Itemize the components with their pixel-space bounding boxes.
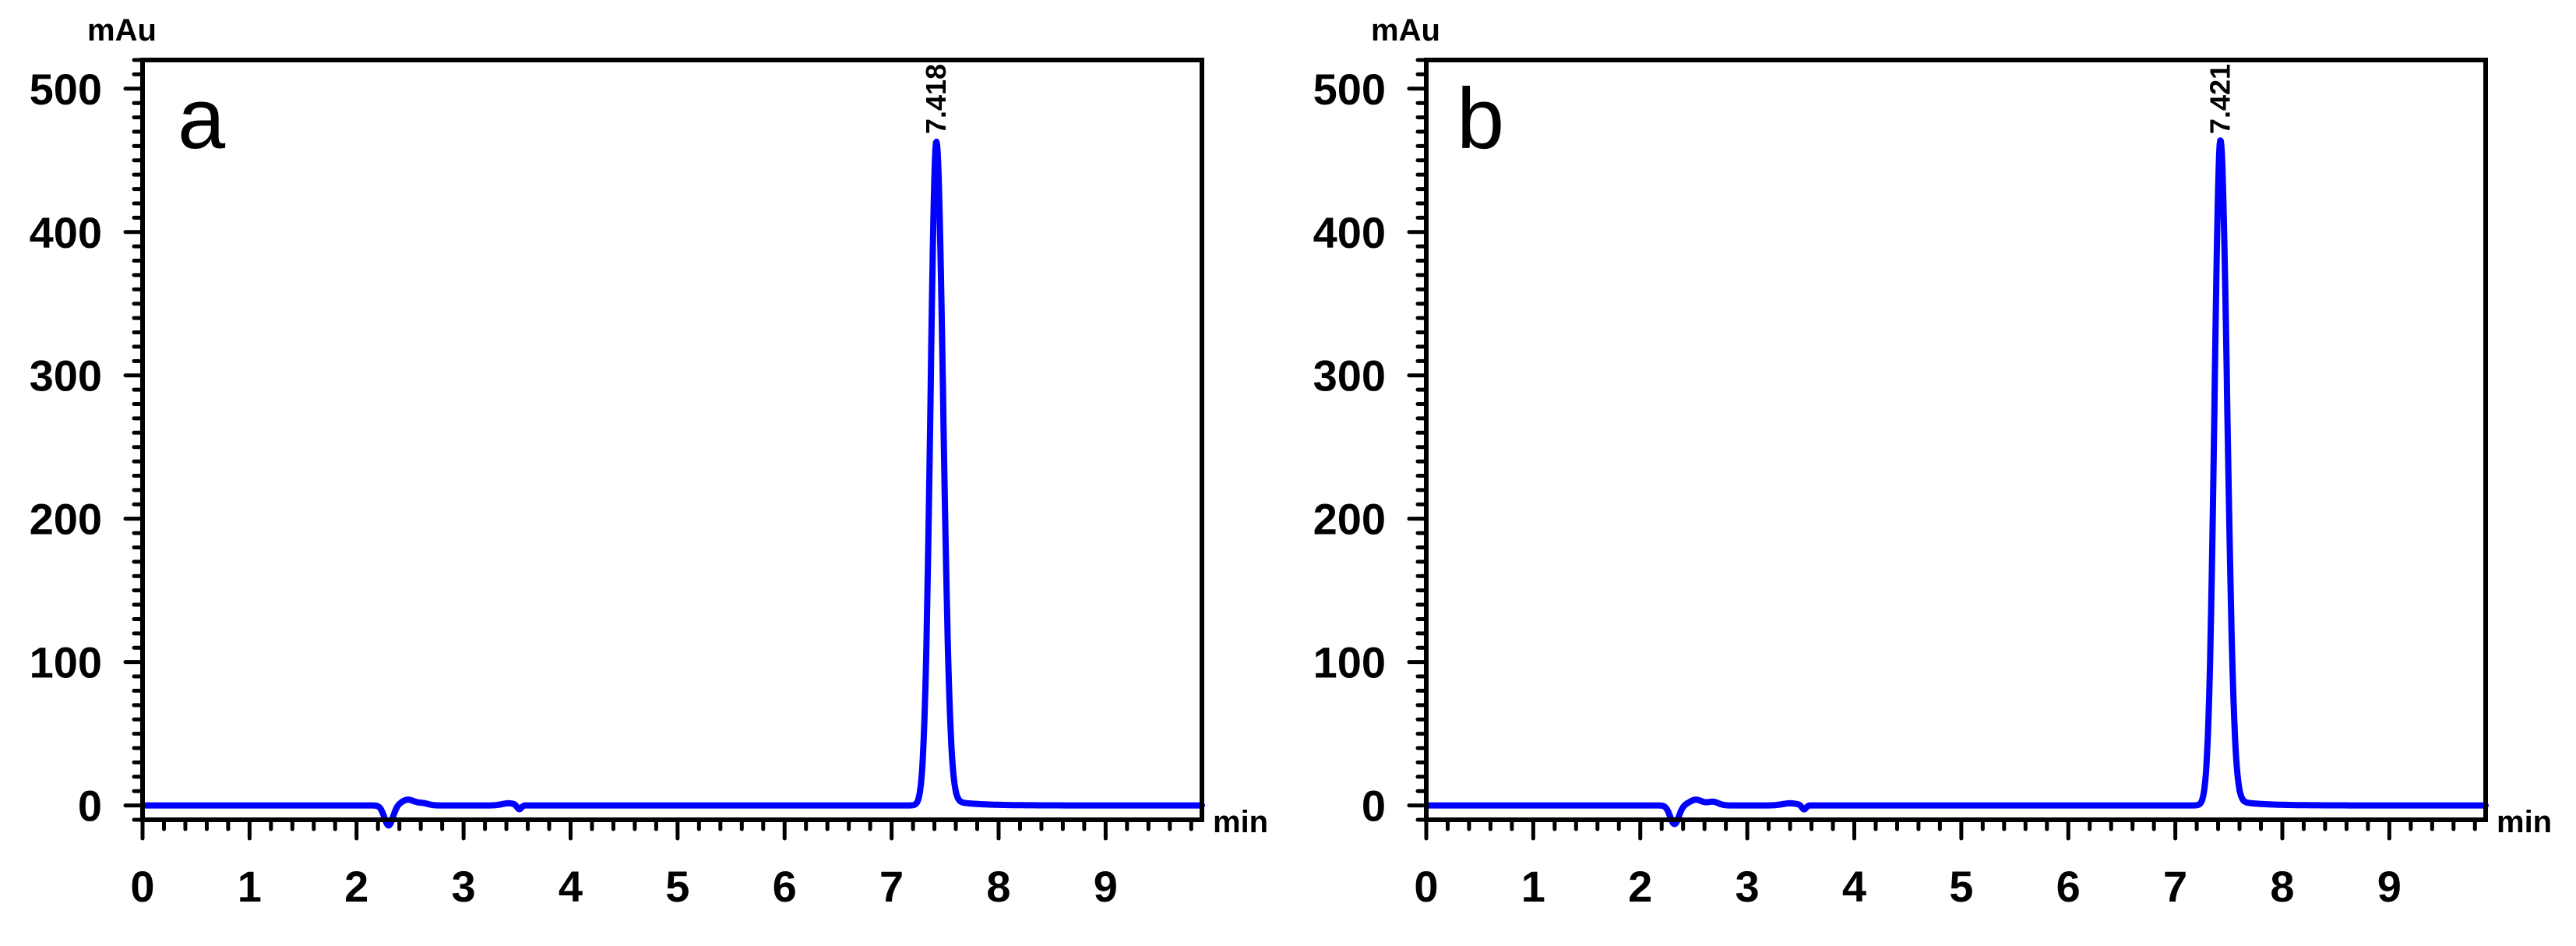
x-tick-label: 1 bbox=[238, 862, 262, 911]
x-tick-label: 7 bbox=[879, 862, 904, 911]
x-tick-label: 9 bbox=[1094, 862, 1118, 911]
y-axis: 0 100 200 300 400 500 bbox=[1313, 58, 1429, 831]
chromatogram-trace bbox=[1423, 137, 2489, 828]
x-tick-label: 4 bbox=[1842, 862, 1866, 911]
x-tick-label: 2 bbox=[1628, 862, 1652, 911]
x-tick-label: 0 bbox=[1414, 862, 1438, 911]
x-tick-label: 7 bbox=[2163, 862, 2187, 911]
x-tick-label: 4 bbox=[559, 862, 583, 911]
x-tick-label: 6 bbox=[773, 862, 797, 911]
y-tick-label: 200 bbox=[30, 495, 102, 544]
x-tick-label: 0 bbox=[130, 862, 154, 911]
peak-retention-time-label: 7.418 bbox=[920, 64, 952, 134]
x-tick-label: 1 bbox=[1521, 862, 1545, 911]
y-tick-label: 0 bbox=[78, 782, 102, 831]
x-tick-label: 3 bbox=[1736, 862, 1760, 911]
x-axis-unit-label: min bbox=[2497, 805, 2552, 839]
x-axis: 0 1 2 3 4 5 6 7 8 9 bbox=[1414, 817, 2477, 911]
x-tick-label: 8 bbox=[986, 862, 1010, 911]
y-axis-unit-label: mAu bbox=[87, 13, 157, 48]
plot-frame bbox=[140, 58, 1204, 822]
x-tick-label: 9 bbox=[2377, 862, 2402, 911]
y-tick-label: 200 bbox=[1313, 495, 1386, 544]
y-tick-label: 0 bbox=[1362, 782, 1386, 831]
y-tick-label: 500 bbox=[1313, 65, 1386, 114]
x-tick-label: 5 bbox=[665, 862, 689, 911]
x-axis: 0 1 2 3 4 5 6 7 8 9 bbox=[130, 817, 1193, 911]
x-tick-label: 2 bbox=[344, 862, 368, 911]
y-tick-label: 100 bbox=[30, 638, 102, 687]
x-axis-unit-label: min bbox=[1213, 805, 1268, 839]
x-tick-label: 6 bbox=[2056, 862, 2081, 911]
x-tick-label: 8 bbox=[2270, 862, 2294, 911]
panel-label: b bbox=[1457, 71, 1504, 167]
y-tick-label: 100 bbox=[1313, 638, 1386, 687]
x-tick-label: 5 bbox=[1949, 862, 1973, 911]
y-tick-label: 300 bbox=[30, 351, 102, 401]
y-tick-label: 500 bbox=[30, 65, 102, 114]
x-tick-label: 3 bbox=[452, 862, 476, 911]
y-tick-label: 300 bbox=[1313, 351, 1386, 401]
y-tick-label: 400 bbox=[30, 208, 102, 257]
y-axis-unit-label: mAu bbox=[1371, 13, 1440, 48]
y-axis: 0 100 200 300 400 500 bbox=[30, 58, 145, 831]
panel-label: a bbox=[178, 71, 226, 167]
peak-retention-time-label: 7.421 bbox=[2204, 64, 2236, 134]
y-tick-label: 400 bbox=[1313, 208, 1386, 257]
plot-frame bbox=[1424, 58, 2488, 822]
chromatogram-trace bbox=[139, 138, 1205, 829]
